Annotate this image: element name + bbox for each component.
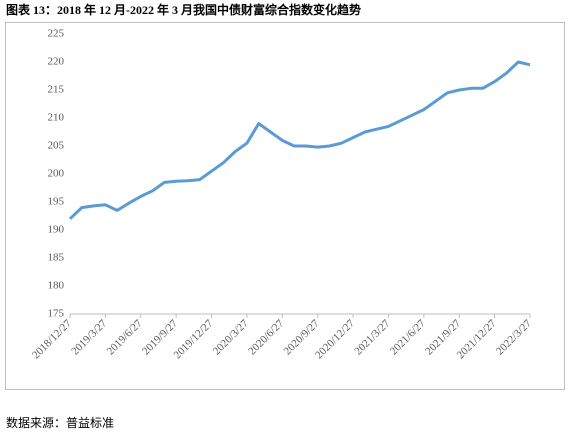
x-tick-label: 2021/3/27	[352, 317, 392, 357]
y-tick-label: 225	[48, 28, 65, 40]
x-tick-label: 2020/6/27	[246, 317, 286, 357]
y-tick-label: 185	[48, 252, 65, 264]
x-tick-label: 2021/6/27	[388, 317, 428, 357]
y-tick-label: 215	[48, 84, 65, 96]
chart-frame	[5, 22, 565, 390]
x-tick-label: 2019/3/27	[69, 317, 109, 357]
y-tick-label: 210	[48, 112, 65, 124]
y-tick-label: 180	[48, 280, 65, 292]
x-tick-label: 2020/12/27	[313, 317, 357, 361]
x-tick-label: 2019/12/27	[172, 317, 216, 361]
y-tick-label: 200	[48, 168, 65, 180]
x-tick-label: 2020/3/27	[211, 317, 251, 357]
chart-title: 图表 13：2018 年 12 月-2022 年 3 月我国中债财富综合指数变化…	[6, 2, 361, 17]
x-tick-label: 2019/6/27	[105, 317, 145, 357]
data-line	[68, 60, 531, 220]
y-tick-label: 220	[48, 56, 65, 68]
x-tick-label: 2022/3/27	[494, 317, 534, 357]
y-tick-label: 195	[48, 196, 65, 208]
y-tick-label: 205	[48, 140, 65, 152]
x-tick-label: 2018/12/27	[30, 317, 74, 361]
x-tick-label: 2021/12/27	[455, 317, 499, 361]
source-note: 数据来源：普益标准	[6, 415, 114, 430]
y-tick-label: 175	[48, 308, 65, 320]
y-tick-label: 190	[48, 224, 65, 236]
